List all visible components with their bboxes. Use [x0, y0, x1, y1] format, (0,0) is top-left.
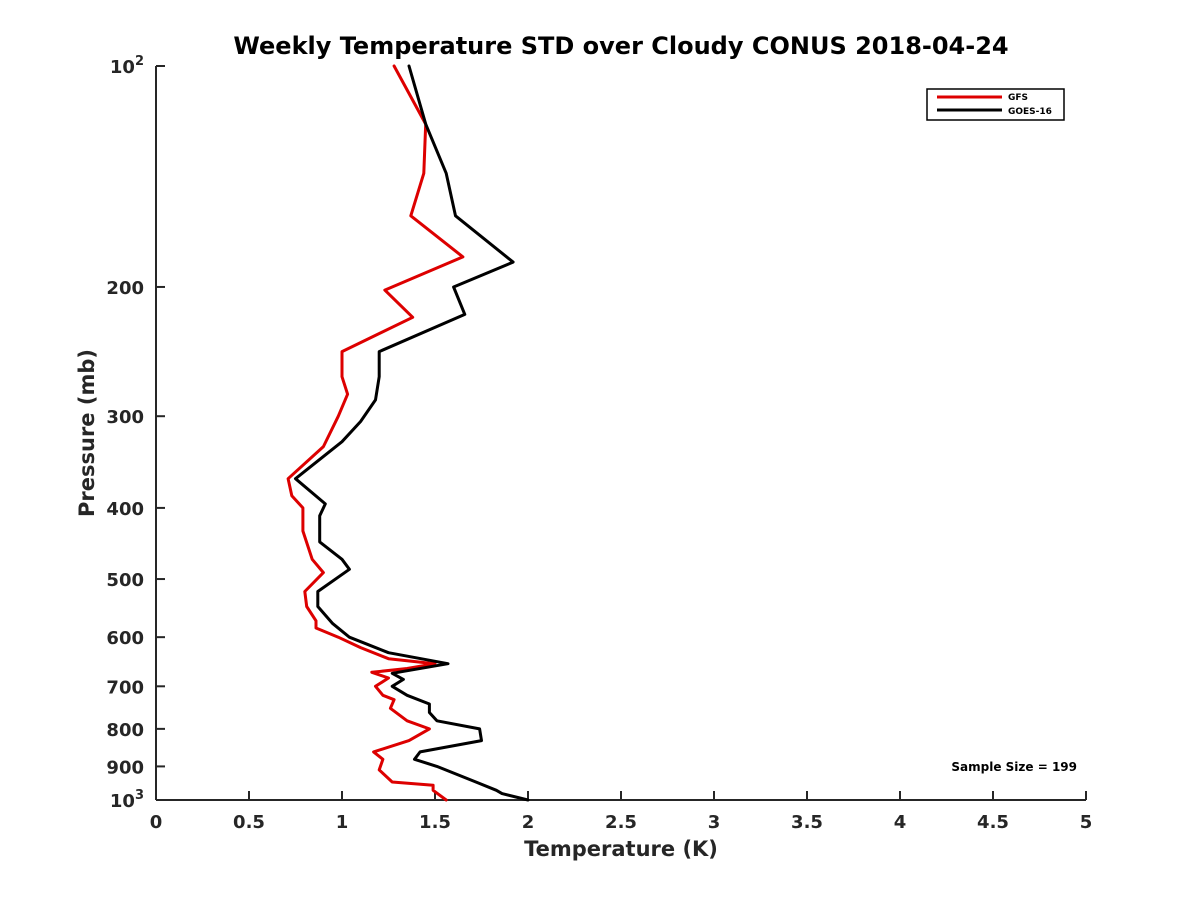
legend-label-gfs: GFS — [1008, 93, 1028, 103]
y-tick-label: 103 — [110, 788, 144, 812]
y-tick-label-base: 500 — [106, 570, 144, 591]
y-tick-label-base: 300 — [106, 407, 144, 428]
y-tick-label-exponent: 2 — [135, 54, 144, 69]
x-ticks: 0 0.5 1 1.5 2 2.5 3 3.5 4 4.5 5 — [150, 791, 1093, 833]
x-tick-label: 4 — [894, 812, 907, 833]
x-tick-label: 0 — [150, 812, 163, 833]
series-line-goes-16 — [294, 64, 530, 802]
y-tick-label: 900 — [106, 757, 144, 778]
x-tick-label: 1.5 — [419, 812, 451, 833]
y-tick-label: 400 — [106, 499, 144, 520]
x-tick-label: 2 — [522, 812, 535, 833]
plot-area: 0 0.5 1 1.5 2 2.5 3 3.5 4 4.5 5 102200300400500600… — [106, 54, 1092, 833]
x-tick-label: 5 — [1080, 812, 1093, 833]
y-tick-label: 600 — [106, 628, 144, 649]
legend: GFS GOES-16 — [926, 88, 1065, 121]
x-axis-label: Temperature (K) — [524, 837, 718, 861]
y-tick-label-base: 900 — [106, 757, 144, 778]
y-axis-label: Pressure (mb) — [75, 349, 99, 517]
y-tick-label: 300 — [106, 407, 144, 428]
y-tick-label: 500 — [106, 570, 144, 591]
sample-size-annotation: Sample Size = 199 — [951, 760, 1077, 774]
y-tick-label: 800 — [106, 720, 144, 741]
y-tick-label-base: 400 — [106, 499, 144, 520]
legend-label-goes-16: GOES-16 — [1008, 107, 1052, 117]
x-tick-label: 3.5 — [791, 812, 823, 833]
y-tick-label-base: 800 — [106, 720, 144, 741]
x-tick-label: 1 — [336, 812, 349, 833]
y-tick-label-base: 200 — [106, 278, 144, 299]
x-tick-label: 2.5 — [605, 812, 637, 833]
chart-title: Weekly Temperature STD over Cloudy CONUS… — [233, 32, 1008, 60]
y-tick-label-base: 700 — [106, 677, 144, 698]
x-tick-label: 3 — [708, 812, 721, 833]
y-tick-label-base: 600 — [106, 628, 144, 649]
series-line-gfs — [286, 64, 465, 802]
legend-box — [926, 88, 1065, 121]
x-tick-label: 4.5 — [977, 812, 1009, 833]
y-tick-label-base: 10 — [110, 791, 135, 812]
y-tick-label-base: 10 — [110, 57, 135, 78]
y-tick-label-exponent: 3 — [135, 788, 144, 803]
y-tick-label: 200 — [106, 278, 144, 299]
x-tick-label: 0.5 — [233, 812, 265, 833]
y-tick-label: 700 — [106, 677, 144, 698]
series-group — [286, 64, 530, 802]
y-tick-label: 102 — [110, 54, 144, 78]
